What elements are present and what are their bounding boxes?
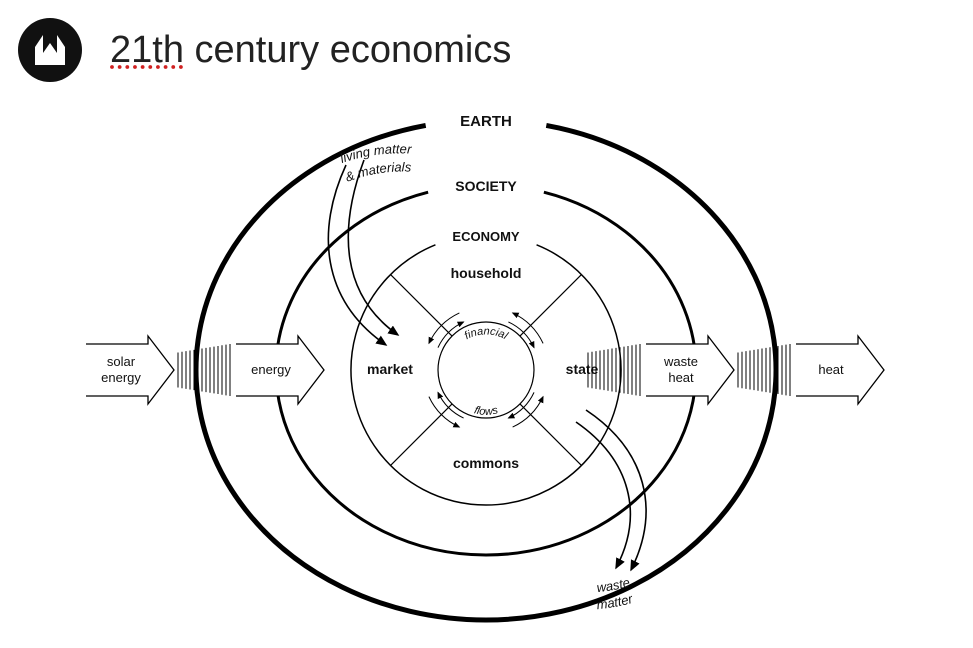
embedded-economy-diagram: EARTH SOCIETY ECONOMY household market state… (86, 90, 886, 630)
sector-divider (520, 404, 582, 466)
living-matter-label-2: & materials (343, 159, 412, 184)
header: 21th century economics (18, 18, 511, 82)
page-title: 21th century economics (110, 29, 511, 72)
center-label-flows: flows (473, 404, 500, 418)
title-underlined: 21th (110, 29, 184, 71)
sector-commons: commons (453, 455, 519, 471)
flow-arrow-energy: energy (178, 336, 324, 404)
flow-arrow-solar_energy: solarenergy (86, 336, 174, 404)
flow-arrow-label: energy (101, 370, 141, 385)
sector-household: household (451, 265, 522, 281)
title-rest: century economics (184, 29, 511, 71)
sector-divider (391, 275, 453, 337)
logo-icon (18, 18, 82, 82)
living-matter-arrow (348, 160, 398, 335)
flow-arrow-label: heat (818, 362, 844, 377)
flow-arrow-heat: heat (738, 336, 884, 404)
sector-divider (391, 404, 453, 466)
society-label: SOCIETY (455, 178, 517, 194)
center-label-financial: financial (463, 325, 510, 342)
society-ring (276, 192, 696, 555)
sector-market: market (367, 361, 413, 377)
flow-arrow-label: energy (251, 362, 291, 377)
waste-matter-arrow (586, 410, 646, 570)
flow-arrow-label: heat (668, 370, 694, 385)
economy-label: ECONOMY (452, 229, 520, 244)
sector-state: state (566, 361, 599, 377)
earth-label: EARTH (460, 113, 512, 130)
flow-arrow-label: waste (663, 354, 698, 369)
flow-arrow-waste_heat: wasteheat (588, 336, 734, 404)
flow-arrow-label: solar (107, 354, 136, 369)
waste-matter-label: waste (596, 575, 632, 596)
sector-divider (520, 275, 582, 337)
